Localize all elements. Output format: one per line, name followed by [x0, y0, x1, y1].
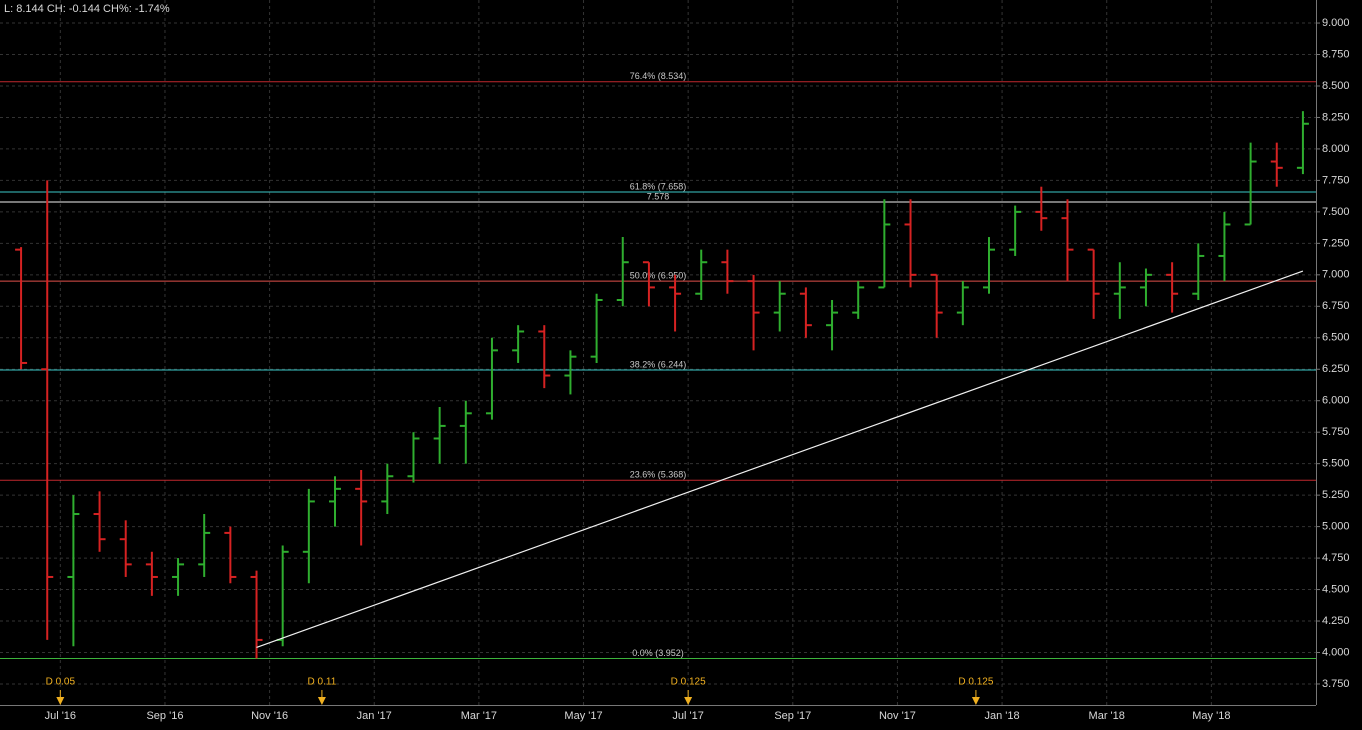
x-tick-label: Mar '18 [1089, 710, 1125, 722]
y-tick-label: 8.000 [1322, 143, 1350, 155]
y-tick-label: 3.750 [1322, 678, 1350, 690]
x-tick-label: May '17 [564, 710, 602, 722]
x-tick-label: Jan '18 [985, 710, 1020, 722]
y-tick-label: 6.250 [1322, 363, 1350, 375]
x-tick-label: Sep '17 [774, 710, 811, 722]
x-tick-label: Jan '17 [357, 710, 392, 722]
level-label: 76.4% (8.534) [630, 71, 687, 81]
level-label: 50.0% (6.950) [630, 270, 687, 280]
y-tick-label: 4.250 [1322, 615, 1350, 627]
y-tick-label: 8.500 [1322, 80, 1350, 92]
y-tick-label: 7.250 [1322, 237, 1350, 249]
y-tick-label: 7.500 [1322, 206, 1350, 218]
header-readout: L: 8.144 CH: -0.144 CH%: -1.74% [4, 3, 170, 15]
y-tick-label: 4.500 [1322, 583, 1350, 595]
x-tick-label: Jul '16 [45, 710, 76, 722]
y-tick-label: 6.500 [1322, 332, 1350, 344]
x-tick-label: Sep '16 [146, 710, 183, 722]
level-label: 7.578 [647, 191, 670, 201]
dividend-marker [971, 697, 980, 705]
x-tick-label: May '18 [1192, 710, 1230, 722]
dividend-label: D 0.125 [958, 677, 993, 688]
dividend-label: D 0.125 [671, 677, 706, 688]
x-tick-label: Nov '16 [251, 710, 288, 722]
dividend-marker [56, 697, 65, 705]
y-tick-label: 5.500 [1322, 458, 1350, 470]
x-tick-label: Nov '17 [879, 710, 916, 722]
x-tick-label: Jul '17 [672, 710, 703, 722]
dividend-marker [684, 697, 693, 705]
y-tick-label: 4.000 [1322, 646, 1350, 658]
y-tick-label: 8.250 [1322, 111, 1350, 123]
y-tick-label: 4.750 [1322, 552, 1350, 564]
level-label: 38.2% (6.244) [630, 359, 687, 369]
y-tick-label: 9.000 [1322, 17, 1350, 29]
x-tick-label: Mar '17 [461, 710, 497, 722]
dividend-label: D 0.11 [308, 677, 337, 688]
y-tick-label: 8.750 [1322, 48, 1350, 60]
y-tick-label: 6.000 [1322, 395, 1350, 407]
level-label: 0.0% (3.952) [632, 648, 684, 658]
trend-line [256, 270, 1304, 649]
y-tick-label: 5.750 [1322, 426, 1350, 438]
dividend-marker [317, 697, 326, 705]
levels: 76.4% (8.534) 61.8% (7.658)7.578 50.0% (6.… [0, 71, 1316, 660]
y-tick-label: 5.000 [1322, 521, 1350, 533]
bars [15, 111, 1309, 659]
y-tick-label: 7.000 [1322, 269, 1350, 281]
overlay: D 0.05 D 0.11 D 0.125 D 0.125 [46, 270, 1304, 705]
y-tick-label: 7.750 [1322, 174, 1350, 186]
y-tick-label: 6.750 [1322, 300, 1350, 312]
dividend-label: D 0.05 [46, 677, 76, 688]
level-label: 61.8% (7.658) [630, 181, 687, 191]
level-label: 23.6% (5.368) [630, 470, 687, 480]
y-tick-label: 5.250 [1322, 489, 1350, 501]
